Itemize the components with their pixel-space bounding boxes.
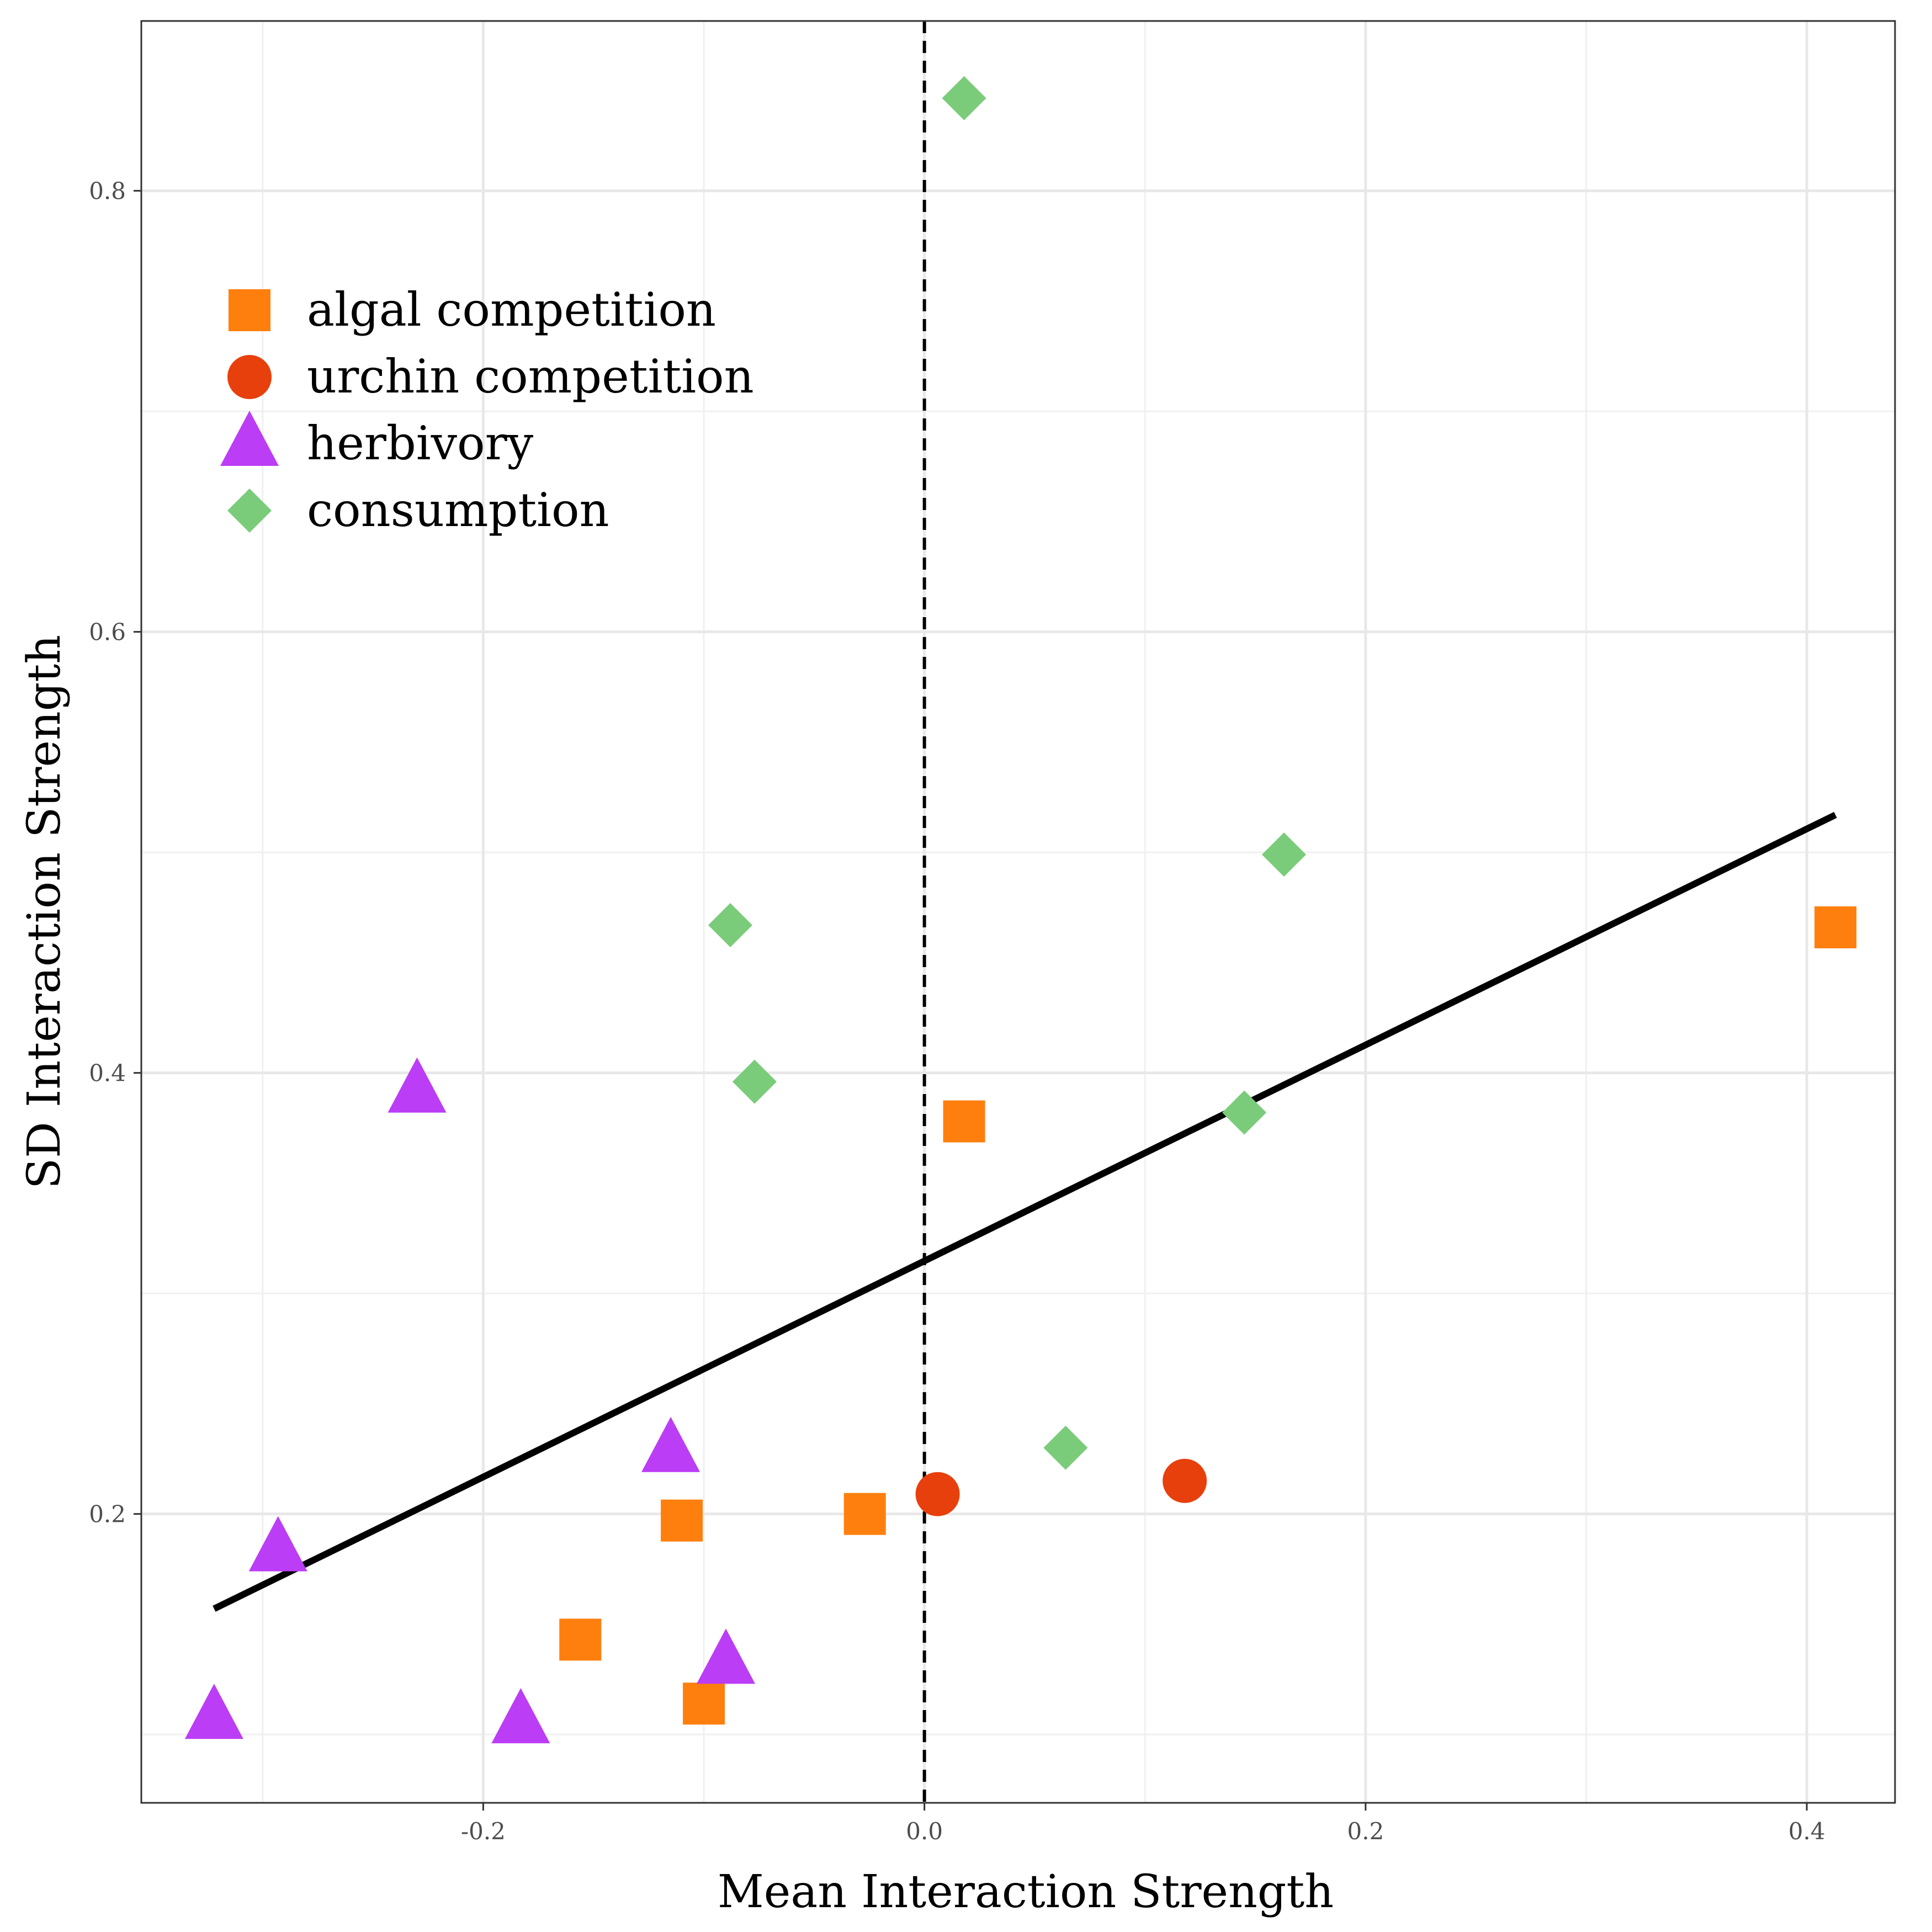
y-tick-label: 0.6 — [89, 619, 126, 646]
algal-competition-point — [943, 1100, 985, 1143]
tick-layer: -0.2 0.0 0.2 0.4 0.2 0.4 0.6 0.8 — [89, 178, 1825, 1845]
x-tick-label: 0.0 — [906, 1818, 943, 1845]
consumption-point — [1043, 1425, 1088, 1470]
herbivory-point — [388, 1057, 447, 1113]
y-tick-label: 0.4 — [89, 1060, 126, 1087]
panel-border — [140, 20, 1896, 1804]
consumption-point — [1262, 832, 1307, 877]
x-tick-label: 0.4 — [1788, 1818, 1825, 1845]
x-tick-label: -0.2 — [461, 1818, 506, 1845]
y-axis-title: SD Interaction Strength — [18, 635, 71, 1189]
legend-label-algal-competition: algal competition — [307, 283, 716, 337]
herbivory-point — [184, 1684, 243, 1739]
legend: algal competition urchin competition herbi… — [220, 283, 754, 537]
herbivory-point — [248, 1516, 307, 1572]
urchin-competition-point — [915, 1472, 960, 1516]
x-tick-label: 0.2 — [1347, 1818, 1384, 1845]
algal-competition-point — [559, 1618, 602, 1661]
legend-key-consumption — [227, 489, 272, 533]
legend-label-consumption: consumption — [307, 483, 609, 537]
algal-competition-point — [843, 1493, 886, 1535]
consumption-point — [708, 903, 752, 947]
herbivory-point — [491, 1688, 550, 1744]
x-axis-title: Mean Interaction Strength — [718, 1866, 1334, 1918]
legend-key-algal-competition — [229, 289, 270, 331]
trend-line — [213, 811, 1837, 1612]
algal-competition-point — [683, 1682, 725, 1725]
herbivory-point — [641, 1416, 700, 1472]
legend-key-herbivory — [220, 411, 279, 466]
fit-layer — [213, 811, 1837, 1612]
consumption-point — [942, 76, 986, 120]
consumption-point — [1222, 1090, 1267, 1135]
legend-label-herbivory: herbivory — [307, 416, 534, 470]
algal-competition-point — [1814, 906, 1857, 948]
herbivory-point — [697, 1628, 755, 1684]
points-layer — [184, 76, 1857, 1744]
legend-key-urchin-competition — [227, 355, 272, 399]
urchin-competition-point — [1163, 1458, 1207, 1503]
algal-competition-point — [661, 1499, 703, 1542]
y-tick-label: 0.2 — [89, 1501, 126, 1528]
legend-label-urchin-competition: urchin competition — [307, 349, 754, 404]
consumption-point — [732, 1059, 777, 1104]
y-tick-label: 0.8 — [89, 178, 126, 205]
